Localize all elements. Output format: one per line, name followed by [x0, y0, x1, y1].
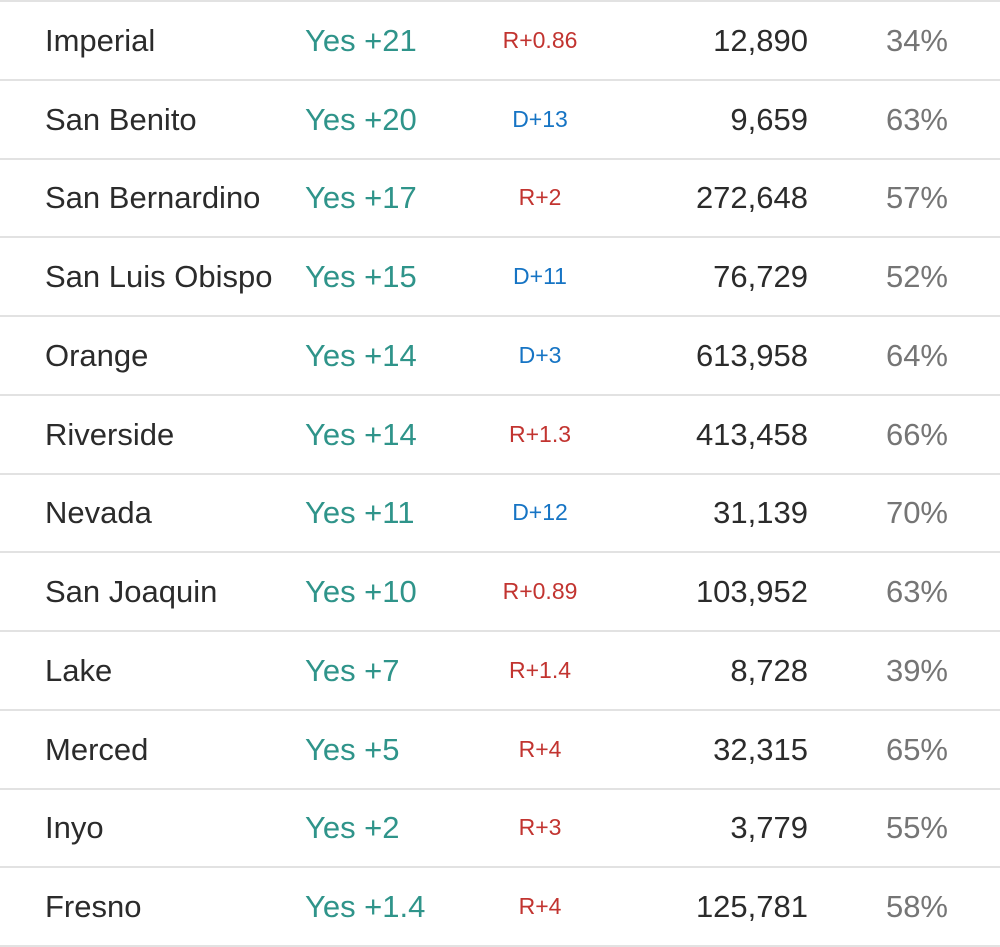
county-name: San Benito: [45, 101, 197, 137]
table-row: San Joaquin Yes +10 R+0.89 103,952 63%: [0, 551, 1000, 630]
county-name: Nevada: [45, 495, 152, 531]
partisan-lean: D+11: [513, 263, 567, 290]
county-name: Inyo: [45, 810, 104, 846]
yes-margin: Yes +17: [305, 180, 417, 216]
yes-margin: Yes +14: [305, 337, 417, 373]
county-name: San Luis Obispo: [45, 259, 273, 295]
county-name: San Joaquin: [45, 574, 218, 610]
pct-counted: 65%: [885, 731, 948, 767]
partisan-lean: D+12: [512, 499, 568, 526]
table-row: Inyo Yes +2 R+3 3,779 55%: [0, 787, 1000, 867]
table-row: San Bernardino Yes +17 R+2 272,648 57%: [0, 157, 1000, 237]
yes-margin: Yes +11: [305, 495, 415, 531]
votes-counted: 31,139: [713, 495, 808, 531]
partisan-lean: R+0.89: [502, 578, 578, 605]
county-name: Orange: [45, 337, 149, 373]
yes-margin: Yes +1.4: [305, 889, 426, 925]
votes-counted: 9,659: [730, 101, 808, 137]
partisan-lean: R+3: [518, 814, 562, 841]
pct-counted: 57%: [885, 180, 948, 216]
yes-margin: Yes +7: [305, 652, 400, 688]
pct-counted: 64%: [885, 337, 948, 373]
votes-counted: 12,890: [713, 22, 808, 58]
pct-counted: 52%: [885, 259, 948, 295]
pct-counted: 34%: [885, 22, 948, 58]
pct-counted: 63%: [885, 574, 948, 610]
table-row: Riverside Yes +14 R+1.3 413,458 66%: [0, 393, 1000, 473]
partisan-lean: R+2: [518, 184, 562, 211]
pct-counted: 66%: [885, 416, 948, 452]
table-row: Nevada Yes +11 D+12 31,139 70%: [0, 472, 1000, 552]
partisan-lean: R+0.86: [502, 26, 578, 53]
votes-counted: 3,779: [730, 810, 808, 846]
votes-counted: 413,458: [695, 416, 808, 452]
votes-counted: 613,958: [695, 337, 808, 373]
table-row: Merced Yes +5 R+4 32,315 65%: [0, 708, 1000, 788]
county-name: Lake: [45, 652, 113, 688]
votes-counted: 32,315: [713, 731, 808, 767]
table-row: Lake Yes +7 R+1.4 8,728 39%: [0, 630, 1000, 709]
yes-margin: Yes +21: [305, 22, 417, 58]
pct-counted: 63%: [885, 101, 948, 137]
votes-counted: 76,729: [713, 259, 808, 295]
pct-counted: 39%: [885, 652, 948, 688]
county-name: Merced: [45, 731, 149, 767]
yes-margin: Yes +14: [305, 416, 417, 452]
table-row: San Benito Yes +20 D+13 9,659 63%: [0, 78, 1000, 158]
yes-margin: Yes +5: [305, 731, 400, 767]
pct-counted: 70%: [885, 495, 948, 531]
county-name: San Bernardino: [45, 180, 261, 216]
pct-counted: 55%: [885, 810, 948, 846]
votes-counted: 8,728: [730, 652, 808, 688]
partisan-lean: R+4: [518, 893, 562, 920]
partisan-lean: R+1.4: [508, 656, 571, 683]
table-row: Orange Yes +14 D+3 613,958 64%: [0, 315, 1000, 394]
yes-margin: Yes +2: [305, 810, 400, 846]
votes-counted: 103,952: [695, 574, 808, 610]
county-name: Imperial: [45, 22, 156, 58]
yes-margin: Yes +10: [305, 574, 417, 610]
county-name: Fresno: [45, 889, 142, 925]
partisan-lean: D+13: [512, 105, 568, 132]
partisan-lean: R+4: [518, 735, 562, 762]
partisan-lean: R+1.3: [508, 420, 571, 447]
county-name: Riverside: [45, 416, 175, 452]
votes-counted: 125,781: [695, 889, 808, 925]
votes-counted: 272,648: [695, 180, 808, 216]
table-row: Imperial Yes +21 R+0.86 12,890 34%: [0, 0, 1000, 79]
table-row: San Luis Obispo Yes +15 D+11 76,729 52%: [0, 236, 1000, 315]
partisan-lean: D+3: [518, 341, 562, 368]
yes-margin: Yes +20: [305, 101, 417, 137]
table-row: Fresno Yes +1.4 R+4 125,781 58%: [0, 866, 1000, 945]
pct-counted: 58%: [885, 889, 948, 925]
yes-margin: Yes +15: [305, 259, 417, 295]
